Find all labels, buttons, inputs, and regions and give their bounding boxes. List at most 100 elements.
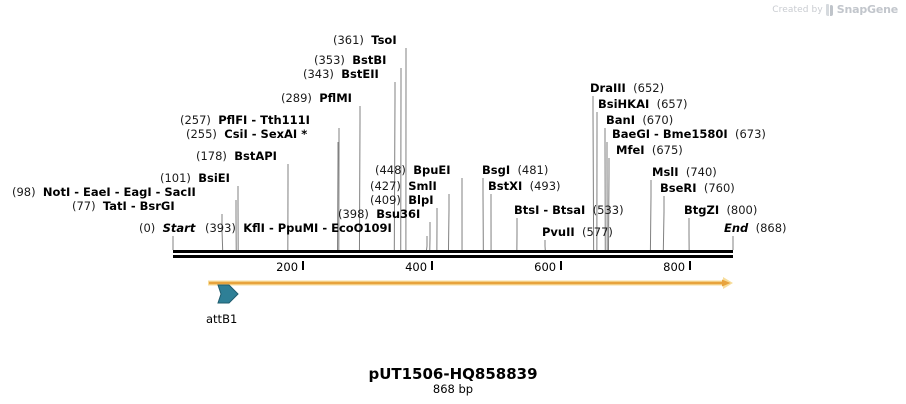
ruler-tick-200 xyxy=(302,261,305,270)
site-enzymes-draiii: DraIII xyxy=(590,81,626,95)
dna-backbone[interactable] xyxy=(173,250,733,259)
site-enzymes-bstapi: BstAPI xyxy=(234,149,277,163)
watermark-prefix: Created by xyxy=(772,4,823,15)
site-enzymes-pflmi: PflMI xyxy=(319,91,352,105)
site-position-msli: (740) xyxy=(685,165,717,179)
site-label-blpi[interactable]: (409) BlpI xyxy=(370,194,433,207)
site-enzymes-tati: TatI - BsrGI xyxy=(102,199,175,213)
site-label-btgzi[interactable]: BtgZI (800) xyxy=(684,204,757,217)
site-enzymes-baegi: BaeGI - Bme1580I xyxy=(612,127,728,141)
site-label-bstapi[interactable]: (178) BstAPI xyxy=(196,150,277,163)
site-label-bsu36i[interactable]: (398) Bsu36I xyxy=(338,208,420,221)
site-enzymes-csii: CsiI - SexAI * xyxy=(224,127,308,141)
site-enzymes-bsihkai: BsiHKAI xyxy=(598,97,650,111)
site-position-bsu36i: (398) xyxy=(338,207,369,221)
site-enzymes-end: End xyxy=(724,221,749,235)
site-position-kfli: (393) xyxy=(205,221,236,235)
site-label-end[interactable]: End (868) xyxy=(724,222,787,235)
site-position-draiii: (652) xyxy=(633,81,665,95)
ruler-label-600: 600 xyxy=(534,260,557,274)
ruler-tick-400 xyxy=(431,261,434,270)
site-enzymes-bstbi: BstBI xyxy=(352,53,387,67)
site-position-end: (868) xyxy=(755,221,787,235)
site-enzymes-pvuii: PvuII xyxy=(542,225,575,239)
site-label-smli[interactable]: (427) SmlI xyxy=(370,180,437,193)
site-position-bsiei: (101) xyxy=(160,171,191,185)
leader-line-bseri xyxy=(662,196,665,251)
site-label-bstxi[interactable]: BstXI (493) xyxy=(488,180,561,193)
site-label-btsi[interactable]: BtsI - BtsaI (533) xyxy=(514,204,624,217)
site-label-bsgi[interactable]: BsgI (481) xyxy=(482,164,548,177)
site-label-tati[interactable]: (77) TatI - BsrGI xyxy=(72,200,175,213)
site-enzymes-btsi: BtsI - BtsaI xyxy=(514,203,586,217)
site-label-draiii[interactable]: DraIII (652) xyxy=(590,82,664,95)
site-position-bani: (670) xyxy=(642,113,674,127)
site-enzymes-blpi: BlpI xyxy=(408,193,434,207)
snapgene-watermark: Created by SnapGene xyxy=(772,3,898,16)
site-enzymes-msli: MslI xyxy=(652,165,679,179)
site-enzymes-kfli: KflI - PpuMI - EcoO109I xyxy=(243,221,392,235)
backbone-line-top xyxy=(173,250,733,253)
site-enzymes-btgzi: BtgZI xyxy=(684,203,720,217)
site-position-bpuei: (448) xyxy=(375,163,406,177)
site-position-bstbi: (353) xyxy=(314,53,345,67)
site-label-tsoi[interactable]: (361) TsoI xyxy=(333,34,397,47)
site-enzymes-bstxi: BstXI xyxy=(488,179,523,193)
site-position-mfei: (675) xyxy=(651,143,683,157)
site-label-noti[interactable]: (98) NotI - EaeI - EagI - SacII xyxy=(12,186,196,199)
site-enzymes-noti: NotI - EaeI - EagI - SacII xyxy=(42,185,196,199)
site-label-bsiei[interactable]: (101) BsiEI xyxy=(160,172,230,185)
site-position-tsoi: (361) xyxy=(333,33,364,47)
snapgene-logo-icon xyxy=(825,3,834,16)
site-position-pflmi: (289) xyxy=(281,91,312,105)
site-label-pflmi[interactable]: (289) PflMI xyxy=(281,92,352,105)
site-position-baegi: (673) xyxy=(734,127,766,141)
site-label-mfei[interactable]: MfeI (675) xyxy=(616,144,683,157)
site-label-start[interactable]: (0) Start xyxy=(139,222,195,235)
orf-arrow[interactable] xyxy=(205,274,735,292)
ruler-tick-600 xyxy=(560,261,563,270)
site-enzymes-bsgi: BsgI xyxy=(482,163,511,177)
site-enzymes-mfei: MfeI xyxy=(616,143,645,157)
attb1-arrow-shape xyxy=(217,284,239,304)
site-label-pflfi[interactable]: (257) PflFI - Tth111I xyxy=(180,114,310,127)
site-position-csii: (255) xyxy=(186,127,217,141)
site-label-bani[interactable]: BanI (670) xyxy=(606,114,673,127)
site-position-bstapi: (178) xyxy=(196,149,227,163)
feature-label-attb1: attB1 xyxy=(206,312,238,326)
site-enzymes-bstei: BstEII xyxy=(341,67,379,81)
plasmid-title: pUT1506-HQ858839 xyxy=(368,365,538,383)
ruler-label-400: 400 xyxy=(405,260,428,274)
site-enzymes-bsu36i: Bsu36I xyxy=(376,207,421,221)
site-enzymes-bseri: BseRI xyxy=(660,181,697,195)
site-label-kfli[interactable]: (393) KflI - PpuMI - EcoO109I xyxy=(205,222,392,235)
site-label-baegi[interactable]: BaeGI - Bme1580I (673) xyxy=(612,128,766,141)
site-label-csii[interactable]: (255) CsiI - SexAI * xyxy=(186,128,307,141)
site-position-bstxi: (493) xyxy=(529,179,561,193)
site-label-msli[interactable]: MslI (740) xyxy=(652,166,717,179)
plasmid-size: 868 bp xyxy=(432,382,474,396)
site-position-bseri: (760) xyxy=(703,181,735,195)
site-label-bsihkai[interactable]: BsiHKAI (657) xyxy=(598,98,688,111)
site-position-smli: (427) xyxy=(370,179,401,193)
feature-arrow-attb1[interactable] xyxy=(216,283,240,305)
site-position-blpi: (409) xyxy=(370,193,401,207)
site-position-noti: (98) xyxy=(12,185,36,199)
site-position-pvuii: (577) xyxy=(581,225,613,239)
site-position-pflfi: (257) xyxy=(180,113,211,127)
site-label-bseri[interactable]: BseRI (760) xyxy=(660,182,735,195)
site-position-btsi: (533) xyxy=(592,203,624,217)
site-enzymes-pflfi: PflFI - Tth111I xyxy=(218,113,310,127)
site-label-pvuii[interactable]: PvuII (577) xyxy=(542,226,613,239)
backbone-line-bottom xyxy=(173,255,733,258)
site-position-btgzi: (800) xyxy=(726,203,758,217)
site-label-bstbi[interactable]: (353) BstBI xyxy=(314,54,386,67)
site-position-bsgi: (481) xyxy=(517,163,549,177)
ruler-tick-800 xyxy=(689,261,692,270)
site-label-bpuei[interactable]: (448) BpuEI xyxy=(375,164,451,177)
leader-line-msli xyxy=(649,180,652,251)
site-position-bstei: (343) xyxy=(303,67,334,81)
site-label-bstei[interactable]: (343) BstEII xyxy=(303,68,379,81)
site-position-tati: (77) xyxy=(72,199,96,213)
